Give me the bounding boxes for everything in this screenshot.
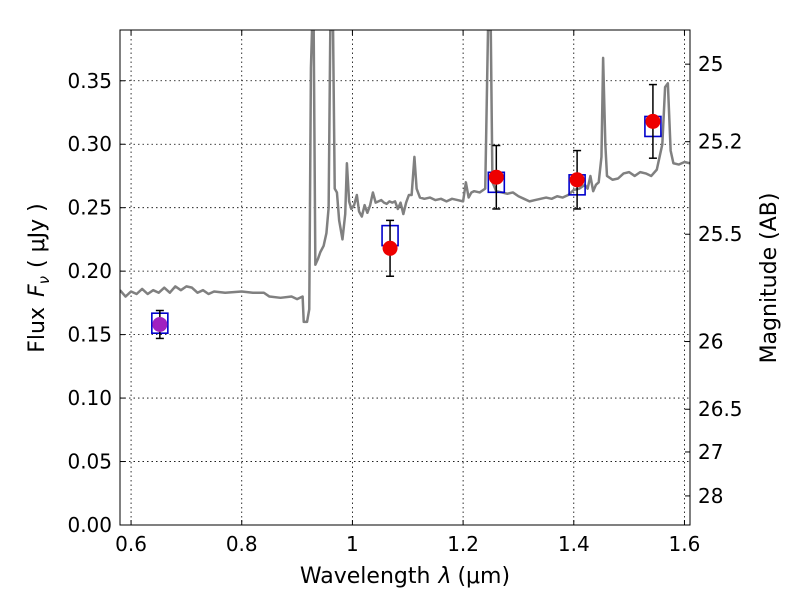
x-axis-label: Wavelength λ (μm): [300, 564, 510, 589]
y-tick-label: 0.20: [67, 259, 112, 283]
x-axis-label-symbol: λ: [437, 564, 451, 589]
model-spectrum: [120, 30, 690, 324]
y-axis-label-unit: ( μJy ): [25, 203, 50, 268]
y-tick-label: 0.05: [67, 450, 112, 474]
x-tick-label: 1.2: [447, 532, 479, 556]
y-tick-label: 0.00: [67, 513, 112, 537]
x-axis-label-text: Wavelength: [300, 564, 431, 589]
observed-point: [382, 240, 398, 256]
y-axis-label: Flux Fν ( μJy ): [25, 203, 53, 352]
y-axis-label-subscript: ν: [35, 276, 53, 284]
observed-photometry: [152, 83, 661, 340]
y-tick-label: 0.25: [67, 196, 112, 220]
plot-frame: [119, 29, 691, 526]
y-axis-label-symbol: F: [25, 284, 50, 297]
model-photometry: [151, 115, 662, 334]
y2-tick-label: 28: [698, 484, 723, 508]
x-tick-label: 0.6: [115, 532, 147, 556]
x-tick-label: 1.4: [558, 532, 590, 556]
observed-point: [645, 113, 661, 129]
grid-lines: [120, 30, 690, 525]
y-tick-label: 0.15: [67, 323, 112, 347]
y2-tick-label: 27: [698, 440, 723, 464]
y2-axis-label: Magnitude (AB): [757, 193, 782, 364]
x-tick-label: 1: [346, 532, 359, 556]
x-tick-label: 0.8: [226, 532, 258, 556]
observed-point: [488, 169, 504, 185]
y-axis-label-text: Flux: [25, 307, 50, 353]
y-axis-ticks: 0.00 0.05 0.10 0.15 0.20 0.25 0.30 0.35: [67, 69, 125, 537]
y-tick-label: 0.35: [67, 69, 112, 93]
y2-tick-label: 26.5: [698, 397, 743, 421]
y-tick-label: 0.10: [67, 386, 112, 410]
observed-point: [152, 316, 168, 332]
y2-tick-label: 25: [698, 52, 723, 76]
observed-point: [569, 172, 585, 188]
x-axis-ticks: 0.6 0.8 1 1.2 1.4 1.6: [115, 30, 700, 556]
spectrum-line: [120, 30, 690, 324]
y2-tick-label: 25.2: [698, 130, 743, 154]
x-axis-label-unit: (μm): [457, 564, 510, 589]
y-tick-label: 0.30: [67, 132, 112, 156]
x-tick-label: 1.6: [669, 532, 701, 556]
y2-tick-label: 25.5: [698, 222, 743, 246]
y2-tick-label: 26: [698, 330, 723, 354]
y2-axis-ticks: 25 25.2 25.5 26 26.5 27 28: [685, 52, 743, 508]
